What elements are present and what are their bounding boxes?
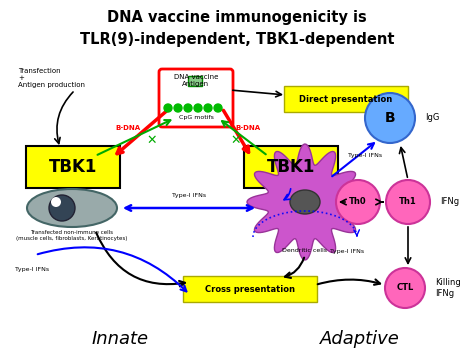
Circle shape xyxy=(385,268,425,308)
Text: IFNg: IFNg xyxy=(440,197,459,207)
Circle shape xyxy=(49,195,75,221)
Text: CpG motifs: CpG motifs xyxy=(179,115,213,120)
Circle shape xyxy=(164,104,172,112)
FancyBboxPatch shape xyxy=(284,86,408,112)
Circle shape xyxy=(365,93,415,143)
Ellipse shape xyxy=(27,189,117,227)
Circle shape xyxy=(51,197,61,207)
FancyBboxPatch shape xyxy=(183,276,317,302)
FancyBboxPatch shape xyxy=(26,146,120,188)
Text: Type-I IFNs: Type-I IFNs xyxy=(172,193,206,198)
Text: TBK1: TBK1 xyxy=(49,158,97,176)
Text: Dendritic cells: Dendritic cells xyxy=(283,248,328,253)
Text: Innate: Innate xyxy=(91,330,148,348)
Text: Cross presentation: Cross presentation xyxy=(205,284,295,294)
Circle shape xyxy=(194,104,202,112)
Text: B: B xyxy=(385,111,395,125)
Circle shape xyxy=(336,180,380,224)
Text: TLR(9)-independent, TBK1-dependent: TLR(9)-independent, TBK1-dependent xyxy=(80,32,394,47)
Circle shape xyxy=(386,180,430,224)
Text: Th1: Th1 xyxy=(399,197,417,207)
Text: CTL: CTL xyxy=(396,284,414,293)
Text: DNA vaccine
Antigen: DNA vaccine Antigen xyxy=(174,74,218,87)
Text: IgG: IgG xyxy=(425,114,439,122)
FancyBboxPatch shape xyxy=(244,146,338,188)
Text: Type-I IFNs: Type-I IFNs xyxy=(15,268,49,273)
FancyBboxPatch shape xyxy=(188,76,202,86)
Text: TBK1: TBK1 xyxy=(267,158,315,176)
Circle shape xyxy=(214,104,222,112)
Circle shape xyxy=(204,104,212,112)
Text: Type-I IFNs: Type-I IFNs xyxy=(348,153,382,158)
Text: Direct presentation: Direct presentation xyxy=(300,94,392,104)
Text: DNA vaccine immunogenicity is: DNA vaccine immunogenicity is xyxy=(107,10,367,25)
Text: Transfection
+
Antigen production: Transfection + Antigen production xyxy=(18,68,85,88)
Text: Type-I IFNs: Type-I IFNs xyxy=(330,250,364,255)
Text: Killing
IFNg: Killing IFNg xyxy=(435,278,461,298)
Text: ✕: ✕ xyxy=(147,133,157,147)
Text: B-DNA: B-DNA xyxy=(116,125,141,131)
Circle shape xyxy=(174,104,182,112)
Circle shape xyxy=(184,104,192,112)
Text: Transfected non-immune cells
(muscle cells, fibroblasts, Keratinocytes): Transfected non-immune cells (muscle cel… xyxy=(16,230,128,241)
Ellipse shape xyxy=(290,190,320,214)
Text: Adaptive: Adaptive xyxy=(320,330,400,348)
Text: ✕: ✕ xyxy=(231,133,241,147)
FancyBboxPatch shape xyxy=(159,69,233,127)
Text: Th0: Th0 xyxy=(349,197,367,207)
Text: B-DNA: B-DNA xyxy=(236,125,261,131)
Polygon shape xyxy=(247,144,363,260)
